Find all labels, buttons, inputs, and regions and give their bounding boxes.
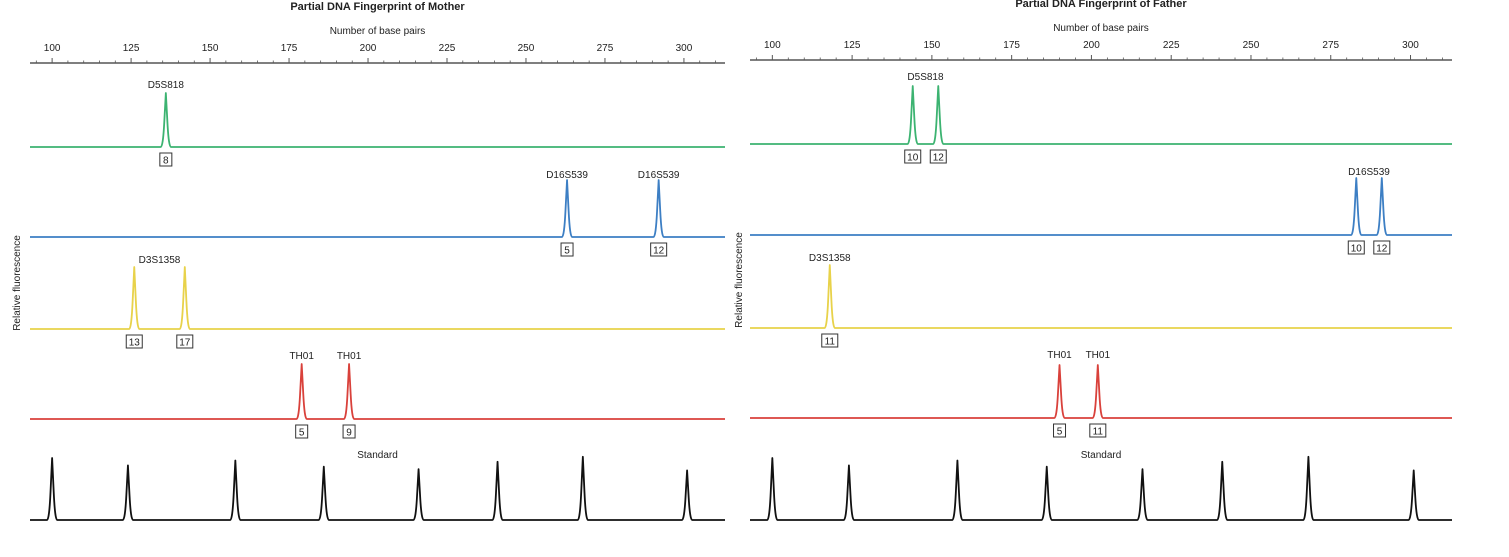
allele-box — [1347, 240, 1365, 255]
allele-label: 17 — [179, 338, 191, 349]
x-tick-label: 225 — [439, 43, 456, 54]
x-tick-label: 150 — [202, 43, 219, 54]
allele-box — [125, 334, 143, 349]
allele-label: 12 — [1376, 244, 1388, 255]
marker-label: D3S1358 — [139, 255, 181, 266]
allele-label: 13 — [129, 338, 141, 349]
trace-green — [30, 92, 725, 148]
x-tick-label: 125 — [123, 43, 140, 54]
trace-yellow — [30, 266, 725, 330]
standard-label: Standard — [357, 450, 398, 461]
allele-label: 10 — [907, 153, 919, 164]
allele-box — [176, 334, 194, 349]
marker-label: D5S818 — [907, 72, 944, 83]
marker-label: D5S818 — [148, 80, 185, 91]
trace-blue — [750, 177, 1452, 236]
x-tick-label: 250 — [518, 43, 535, 54]
allele-label: 12 — [933, 153, 945, 164]
marker-label: TH01 — [289, 351, 314, 362]
x-tick-label: 275 — [597, 43, 614, 54]
allele-box — [295, 424, 309, 439]
allele-label: 11 — [825, 337, 836, 348]
allele-label: 11 — [1093, 427, 1104, 438]
allele-box — [904, 149, 922, 164]
x-tick-label: 300 — [1402, 40, 1419, 51]
chart-title: Partial DNA Fingerprint of Father — [1015, 0, 1187, 10]
x-tick-label: 250 — [1243, 40, 1260, 51]
trace-yellow — [750, 264, 1452, 329]
trace-blue — [30, 179, 725, 238]
chart-panel-mother: Partial DNA Fingerprint of Mother Number … — [12, 1, 725, 521]
allele-box — [1373, 240, 1391, 255]
allele-box — [821, 333, 839, 348]
y-axis-label: Relative fluorescence — [734, 232, 745, 328]
allele-label: 5 — [564, 246, 570, 257]
marker-label: TH01 — [337, 351, 362, 362]
marker-label: TH01 — [1047, 350, 1072, 361]
y-axis-label: Relative fluorescence — [12, 235, 23, 331]
allele-label: 8 — [163, 156, 169, 167]
allele-label: 5 — [1057, 427, 1063, 438]
x-tick-label: 175 — [281, 43, 298, 54]
chart-title: Partial DNA Fingerprint of Mother — [290, 1, 465, 13]
trace-green — [750, 85, 1452, 145]
x-tick-label: 200 — [1083, 40, 1100, 51]
x-axis-label: Number of base pairs — [1053, 23, 1149, 34]
x-tick-label: 125 — [844, 40, 861, 51]
x-axis-label: Number of base pairs — [330, 26, 426, 37]
x-tick-label: 100 — [764, 40, 781, 51]
x-tick-label: 150 — [924, 40, 941, 51]
trace-red — [750, 364, 1452, 419]
x-tick-label: 300 — [676, 43, 693, 54]
chart-panel-father: Partial DNA Fingerprint of Father Number … — [734, 0, 1452, 521]
marker-label: D16S539 — [1348, 167, 1390, 178]
x-tick-label: 175 — [1003, 40, 1020, 51]
marker-label: D3S1358 — [809, 253, 851, 264]
allele-label: 12 — [653, 246, 665, 257]
allele-box — [1089, 423, 1107, 438]
allele-box — [929, 149, 947, 164]
x-tick-label: 225 — [1163, 40, 1180, 51]
allele-box — [1053, 423, 1067, 438]
x-tick-label: 275 — [1322, 40, 1339, 51]
allele-box — [159, 152, 173, 167]
marker-label: TH01 — [1086, 350, 1111, 361]
marker-label: D16S539 — [638, 170, 680, 181]
allele-box — [342, 424, 356, 439]
allele-label: 9 — [346, 428, 352, 439]
trace-standard — [30, 455, 725, 521]
allele-box — [560, 242, 574, 257]
trace-red — [30, 363, 725, 420]
allele-label: 5 — [299, 428, 305, 439]
x-tick-label: 200 — [360, 43, 377, 54]
marker-label: D16S539 — [546, 170, 588, 181]
allele-box — [650, 242, 668, 257]
trace-standard — [750, 455, 1452, 521]
allele-label: 10 — [1351, 244, 1363, 255]
standard-label: Standard — [1081, 450, 1122, 461]
x-tick-label: 100 — [44, 43, 61, 54]
